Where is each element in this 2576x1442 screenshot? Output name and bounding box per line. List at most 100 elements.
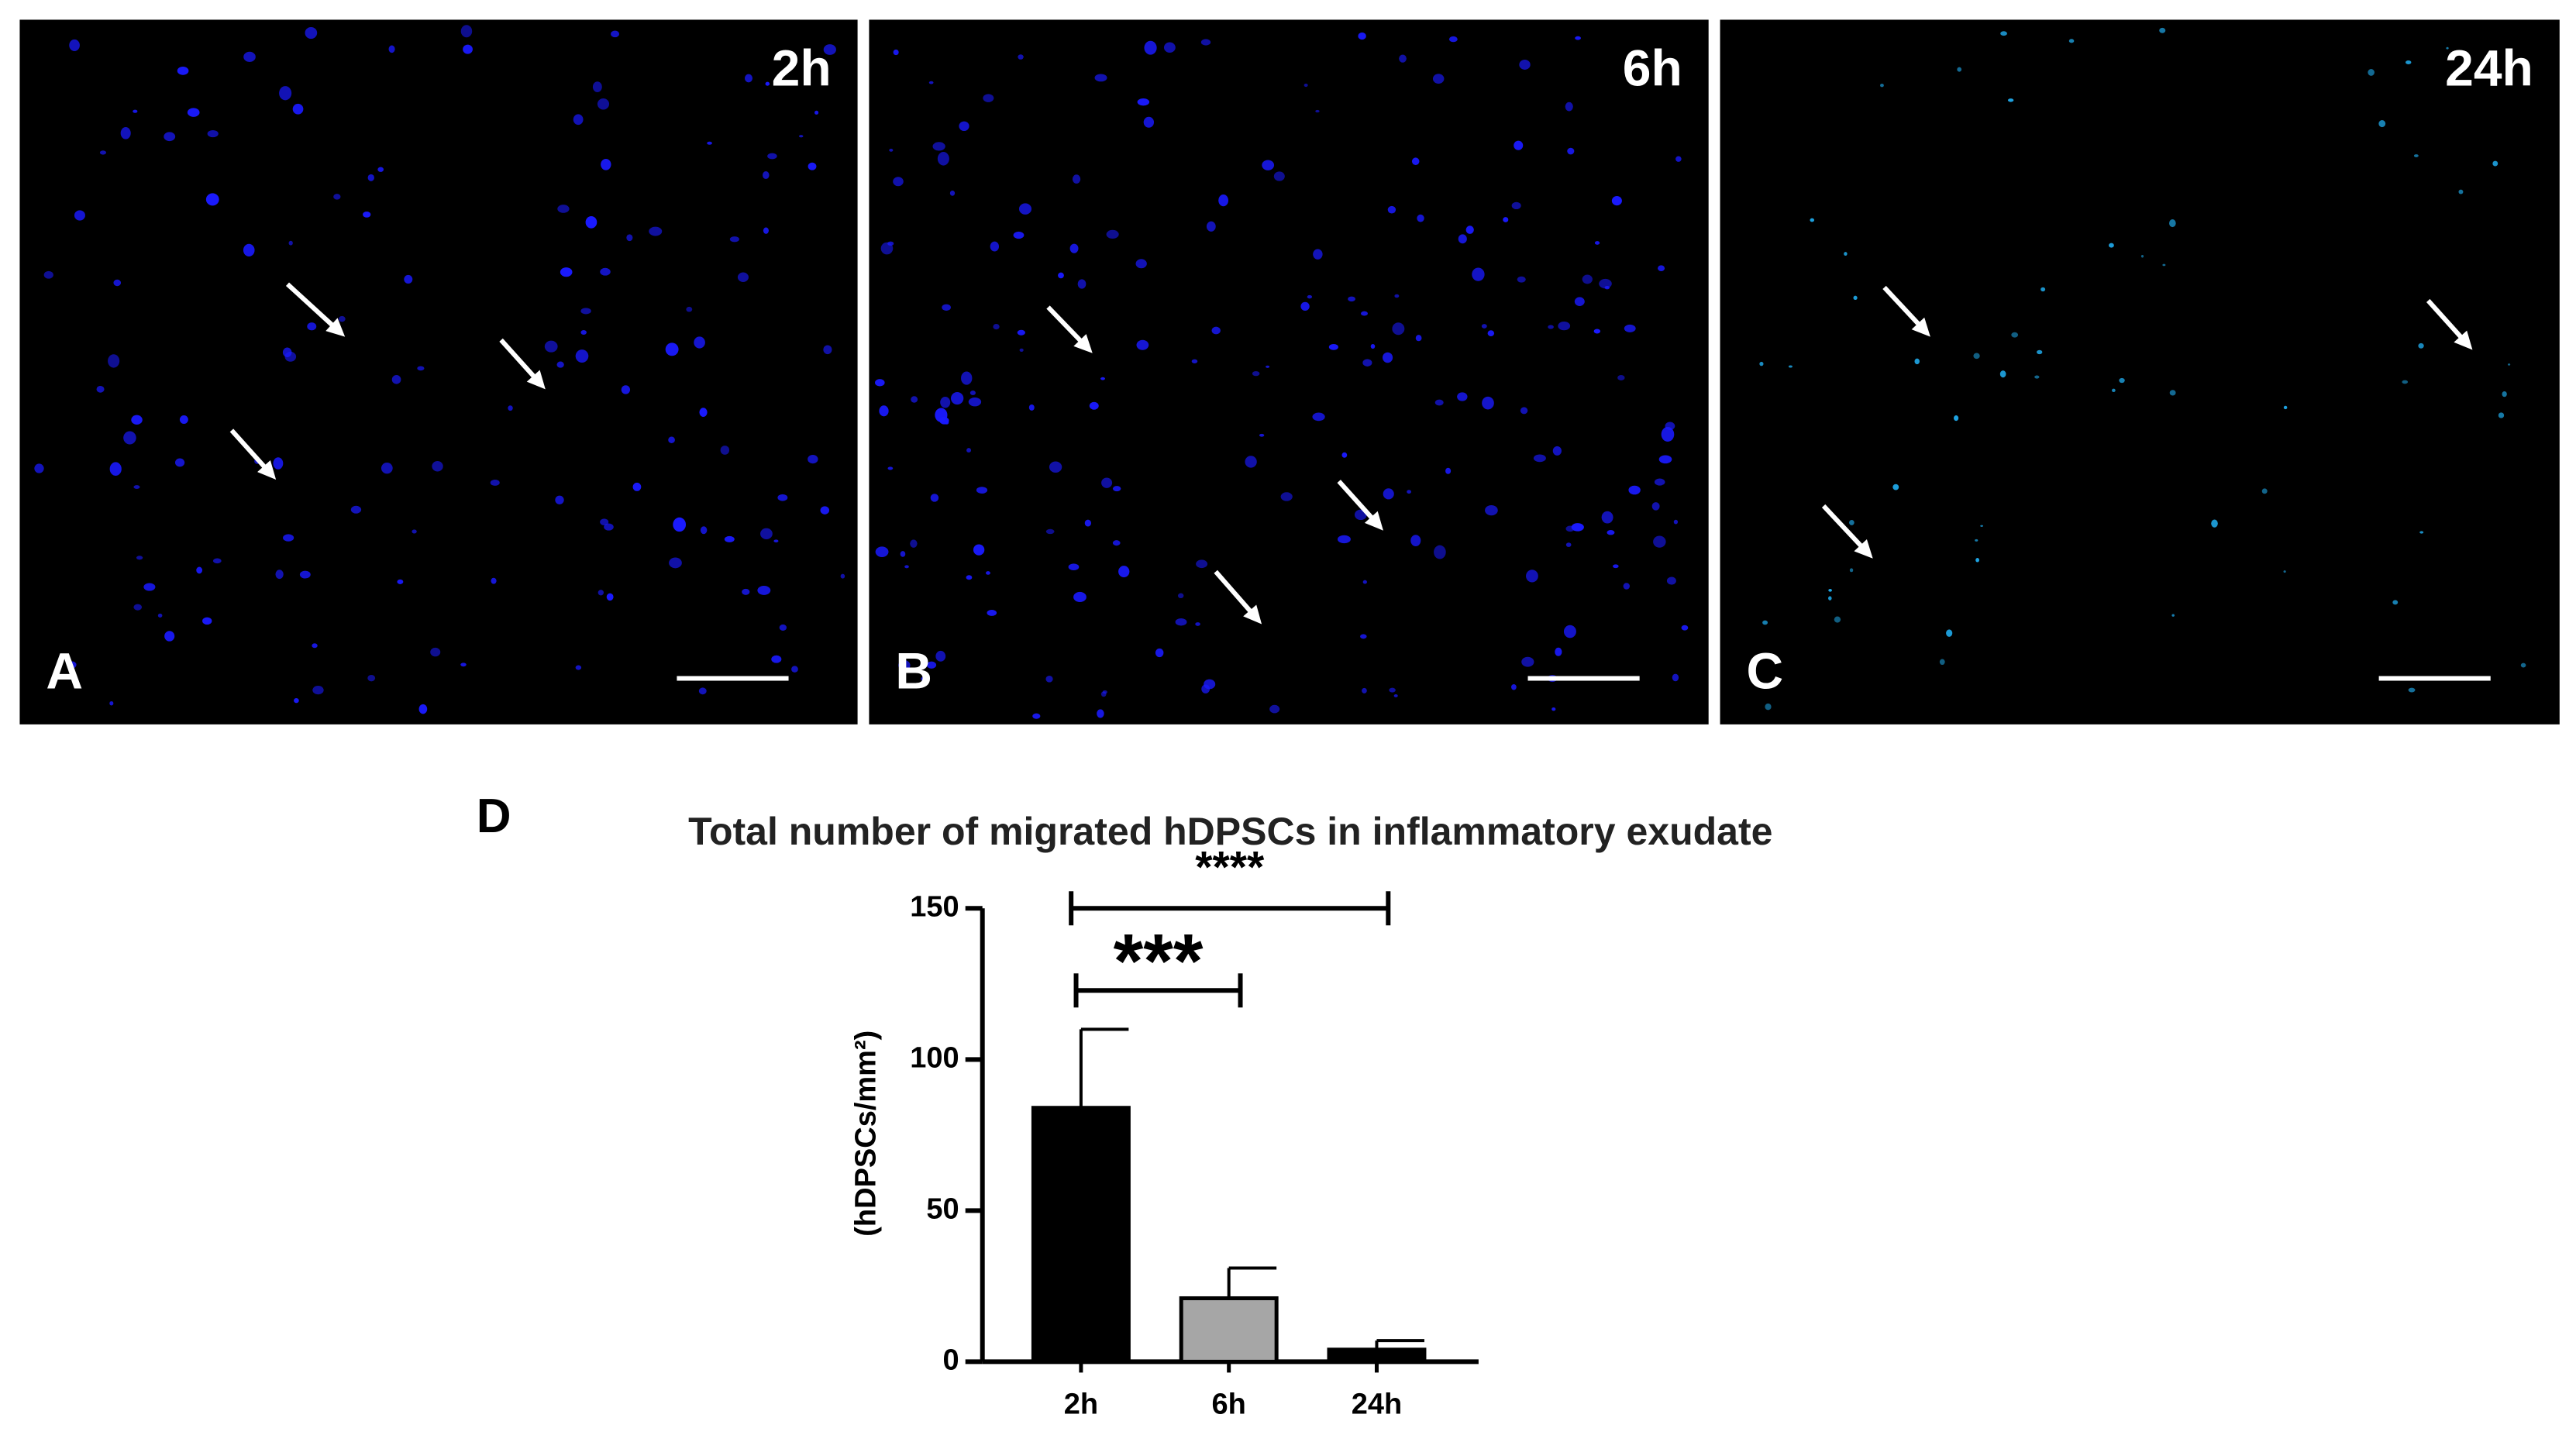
cell-nucleus <box>686 306 693 312</box>
y-tick-label: 50 <box>926 1192 959 1225</box>
cell-nucleus <box>1097 709 1104 718</box>
cell-nucleus <box>771 655 782 663</box>
cell-nucleus <box>279 86 292 101</box>
cell-nucleus <box>1653 535 1666 548</box>
cell-nucleus <box>1849 568 1854 573</box>
cell-nucleus <box>1362 580 1367 584</box>
cell-nucleus <box>1312 412 1325 422</box>
cell-nucleus <box>560 267 573 277</box>
cell-nucleus <box>460 662 467 667</box>
cell-nucleus <box>1892 484 1899 490</box>
panel-time-label: 6h <box>1623 40 1682 97</box>
cell-nucleus <box>1828 589 1832 592</box>
cell-nucleus <box>598 590 604 596</box>
cell-nucleus <box>2408 687 2416 693</box>
cell-nucleus <box>120 127 131 139</box>
cell-nucleus <box>2261 488 2268 494</box>
cell-nucleus <box>1393 694 1398 697</box>
cell-nucleus <box>1834 616 1841 623</box>
cell-nucleus <box>1175 618 1187 626</box>
cell-nucleus <box>665 342 679 356</box>
cell-nucleus <box>2419 531 2424 534</box>
cell-nucleus <box>350 505 362 514</box>
y-tick-label: 100 <box>910 1041 959 1074</box>
cell-nucleus <box>69 39 80 52</box>
cell-nucleus <box>1072 174 1081 184</box>
cell-nucleus <box>621 385 631 394</box>
cell-nucleus <box>900 668 907 676</box>
cell-nucleus <box>765 81 770 86</box>
cell-nucleus <box>460 25 473 38</box>
cell-nucleus <box>760 528 773 540</box>
cell-nucleus <box>879 405 889 417</box>
cell-nucleus <box>720 446 730 455</box>
cell-nucleus <box>2112 388 2116 393</box>
cell-nucleus <box>987 609 997 616</box>
cell-nucleus <box>1211 326 1221 335</box>
cell-nucleus <box>1361 311 1368 316</box>
cell-nucleus <box>1143 116 1155 128</box>
cell-nucleus <box>1417 214 1424 222</box>
cell-nucleus <box>2368 69 2375 76</box>
cell-nucleus <box>1206 221 1216 232</box>
cell-nucleus <box>669 557 682 569</box>
cell-nucleus <box>1019 348 1024 352</box>
cell-nucleus <box>966 575 973 580</box>
cell-nucleus <box>600 518 609 525</box>
cell-nucleus <box>1458 234 1467 244</box>
cell-nucleus <box>2169 219 2176 228</box>
cell-nucleus <box>1177 593 1184 599</box>
cell-nucleus <box>1574 297 1585 306</box>
cell-nucleus <box>1262 160 1275 170</box>
cell-nucleus <box>2034 375 2040 379</box>
cell-nucleus <box>729 236 739 243</box>
cell-nucleus <box>1957 67 1962 72</box>
cell-nucleus <box>791 666 798 673</box>
cell-nucleus <box>113 279 122 287</box>
cell-nucleus <box>2037 349 2043 355</box>
cell-nucleus <box>1195 622 1200 626</box>
cell-nucleus <box>823 44 836 55</box>
cell-nucleus <box>1341 452 1348 458</box>
cell-nucleus <box>1472 267 1485 281</box>
panel-letter: B <box>895 642 932 700</box>
cell-nucleus <box>976 487 988 494</box>
cell-nucleus <box>808 162 817 170</box>
cell-nucleus <box>1980 525 1983 527</box>
cell-nucleus <box>557 205 570 213</box>
cell-nucleus <box>930 494 939 502</box>
cell-nucleus <box>1511 201 1521 210</box>
cell-nucleus <box>1191 359 1198 363</box>
cell-nucleus <box>910 539 918 548</box>
arrow-head <box>1911 317 1930 337</box>
cell-nucleus <box>1073 591 1087 602</box>
cell-nucleus <box>109 462 122 477</box>
cell-nucleus <box>2458 189 2464 194</box>
cell-nucleus <box>2171 614 2175 617</box>
cell-nucleus <box>887 466 894 470</box>
cell-nucleus <box>2283 405 2288 410</box>
cell-nucleus <box>367 674 376 682</box>
significance-stars: **** <box>1195 842 1265 892</box>
cell-nucleus <box>707 141 712 145</box>
cell-nucleus <box>1415 335 1422 342</box>
cell-nucleus <box>1383 488 1394 500</box>
cell-nucleus <box>1565 542 1572 547</box>
cell-nucleus <box>388 45 395 53</box>
arrow-head <box>1073 334 1093 353</box>
cell-nucleus <box>904 565 909 569</box>
x-tick-label: 24h <box>1352 1389 1402 1421</box>
cell-nucleus <box>949 190 956 196</box>
bar <box>1031 1106 1131 1364</box>
cell-nucleus <box>202 617 212 625</box>
cell-nucleus <box>174 458 185 467</box>
cell-nucleus <box>940 397 951 408</box>
cell-nucleus <box>744 74 752 83</box>
cell-nucleus <box>592 81 602 93</box>
cell-nucleus <box>898 660 911 671</box>
cell-nucleus <box>179 415 188 424</box>
cell-nucleus <box>417 366 425 371</box>
cell-nucleus <box>1337 535 1351 544</box>
cell-nucleus <box>288 240 293 246</box>
